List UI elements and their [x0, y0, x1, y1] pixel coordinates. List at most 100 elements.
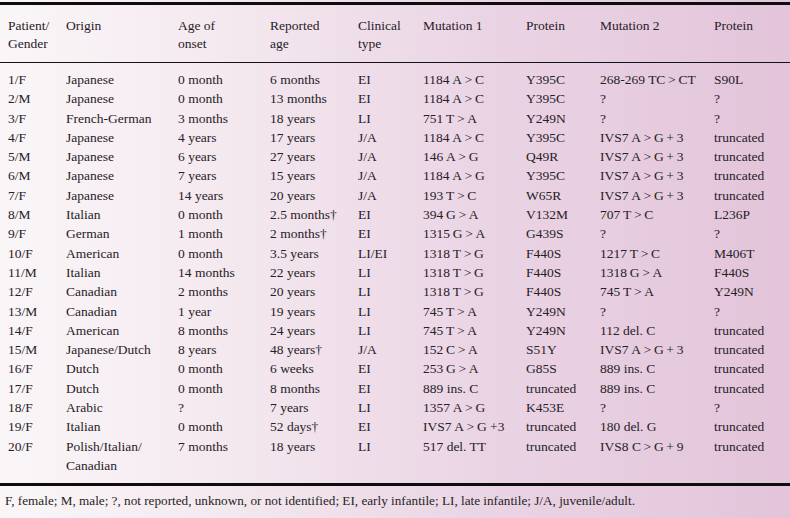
table-row: 19/FItalian0 month52 days†EIIVS7 A > G +…: [0, 417, 790, 436]
table-cell: 3.5 years: [270, 244, 358, 263]
table-cell: 152 C > A: [423, 340, 526, 359]
table-cell: 180 del. G: [600, 417, 714, 436]
table-cell: truncated: [714, 166, 790, 185]
table-cell: ?: [714, 398, 790, 417]
table-cell: 13/M: [0, 302, 66, 321]
table-cell: 2.5 months†: [270, 205, 358, 224]
table-cell: ?: [600, 398, 714, 417]
table-cell: 2/M: [0, 89, 66, 108]
table-cell: 14 years: [178, 186, 270, 205]
table-cell: American: [66, 321, 178, 340]
table-cell: J/A: [358, 147, 423, 166]
table-cell: German: [66, 224, 178, 243]
table-row: 1/FJapanese0 month6 monthsEI1184 A > CY3…: [0, 63, 790, 90]
table-cell: G85S: [526, 359, 600, 378]
table-cell: IVS7 A > G + 3: [600, 166, 714, 185]
table-cell: truncated: [714, 321, 790, 340]
table-cell: Y395C: [526, 89, 600, 108]
page: { "table": { "columns": [ "Patient/\nGen…: [0, 0, 790, 518]
table-cell: 268-269 TC > CT: [600, 63, 714, 90]
column-header-6: Mutation 1: [423, 5, 526, 63]
table-cell: 20 years: [270, 186, 358, 205]
table-cell: 1318 T > G: [423, 282, 526, 301]
table-cell: 6/M: [0, 166, 66, 185]
table-cell: ?: [714, 302, 790, 321]
table-cell: ?: [600, 89, 714, 108]
table-row: 5/MJapanese6 years27 yearsJ/A146 A > GQ4…: [0, 147, 790, 166]
table-cell: G439S: [526, 224, 600, 243]
table-cell: M406T: [714, 244, 790, 263]
table-cell: J/A: [358, 166, 423, 185]
table-cell: 20/F: [0, 437, 66, 476]
table-cell: 6 months: [270, 63, 358, 90]
table-cell: 0 month: [178, 359, 270, 378]
table-cell: truncated: [714, 417, 790, 436]
table-cell: 6 years: [178, 147, 270, 166]
table-cell: LI: [358, 282, 423, 301]
table-cell: Dutch: [66, 359, 178, 378]
table-cell: EI: [358, 379, 423, 398]
table-cell: LI/EI: [358, 244, 423, 263]
table-cell: LI: [358, 302, 423, 321]
table-cell: F440S: [526, 282, 600, 301]
table-cell: Canadian: [66, 302, 178, 321]
table-cell: 1315 G > A: [423, 224, 526, 243]
table-cell: 1 year: [178, 302, 270, 321]
table-row: 3/FFrench-German3 months18 yearsLI751 T …: [0, 109, 790, 128]
table-cell: LI: [358, 398, 423, 417]
header-row: Patient/ GenderOriginAge of onsetReporte…: [0, 5, 790, 63]
table-cell: 3 months: [178, 109, 270, 128]
table-cell: 707 T > C: [600, 205, 714, 224]
table-cell: Japanese: [66, 128, 178, 147]
column-header-3: Age of onset: [178, 5, 270, 63]
table-cell: 253 G > A: [423, 359, 526, 378]
table-cell: 0 month: [178, 63, 270, 90]
bottom-rule: [0, 483, 790, 486]
table-cell: 7 months: [178, 437, 270, 476]
table-row: 2/MJapanese0 month13 monthsEI1184 A > CY…: [0, 89, 790, 108]
table-cell: 12/F: [0, 282, 66, 301]
table-row: 10/FAmerican0 month3.5 yearsLI/EI1318 T …: [0, 244, 790, 263]
table-cell: 8 months: [178, 321, 270, 340]
table-cell: Dutch: [66, 379, 178, 398]
table-cell: 17 years: [270, 128, 358, 147]
table-cell: Italian: [66, 417, 178, 436]
table-cell: 517 del. TT: [423, 437, 526, 476]
table-cell: 22 years: [270, 263, 358, 282]
table-cell: 1318 G > A: [600, 263, 714, 282]
table-cell: 18 years: [270, 109, 358, 128]
table-cell: V132M: [526, 205, 600, 224]
table-cell: 751 T > A: [423, 109, 526, 128]
table-row: 7/FJapanese14 years20 yearsJ/A193 T > CW…: [0, 186, 790, 205]
table-cell: EI: [358, 224, 423, 243]
table-row: 16/FDutch0 month6 weeksEI253 G > AG85S88…: [0, 359, 790, 378]
table-cell: Y249N: [526, 109, 600, 128]
table-cell: Y395C: [526, 128, 600, 147]
table-cell: IVS7 A > G + 3: [600, 186, 714, 205]
table-cell: truncated: [714, 359, 790, 378]
table-cell: 24 years: [270, 321, 358, 340]
table-cell: 0 month: [178, 244, 270, 263]
table-cell: 19 years: [270, 302, 358, 321]
table-cell: 1184 A > C: [423, 89, 526, 108]
table-cell: IVS7 A > G + 3: [600, 340, 714, 359]
table-cell: L236P: [714, 205, 790, 224]
table-row: 9/FGerman1 month2 months†EI1315 G > AG43…: [0, 224, 790, 243]
table-cell: 13 months: [270, 89, 358, 108]
table-cell: truncated: [526, 417, 600, 436]
column-header-9: Protein: [714, 5, 790, 63]
table-cell: 5/M: [0, 147, 66, 166]
table-cell: Japanese: [66, 147, 178, 166]
table-cell: Y249N: [526, 321, 600, 340]
table-cell: 4 years: [178, 128, 270, 147]
table-cell: 1184 A > C: [423, 128, 526, 147]
table-cell: Q49R: [526, 147, 600, 166]
table-cell: Italian: [66, 263, 178, 282]
table-cell: 889 ins. C: [600, 379, 714, 398]
table-header: Patient/ GenderOriginAge of onsetReporte…: [0, 5, 790, 63]
table-cell: 20 years: [270, 282, 358, 301]
mutation-table-figure: Patient/ GenderOriginAge of onsetReporte…: [0, 2, 790, 509]
table-cell: LI: [358, 263, 423, 282]
table-cell: 1 month: [178, 224, 270, 243]
table-cell: Y249N: [714, 282, 790, 301]
